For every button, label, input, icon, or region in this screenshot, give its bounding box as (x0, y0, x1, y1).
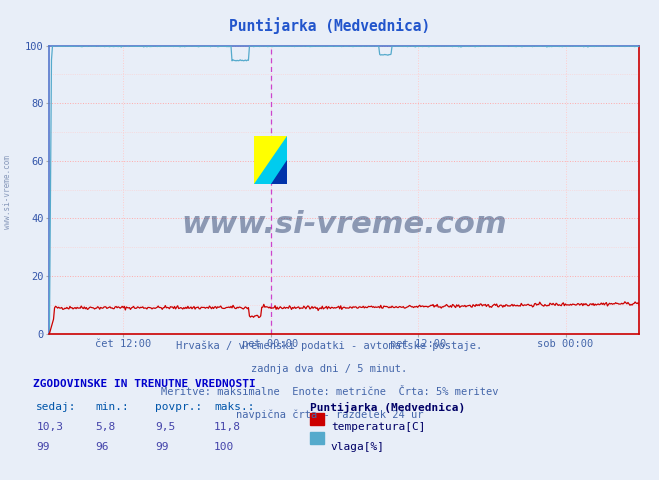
Polygon shape (271, 160, 287, 184)
Polygon shape (254, 136, 287, 184)
Text: Meritve: maksimalne  Enote: metrične  Črta: 5% meritev: Meritve: maksimalne Enote: metrične Črta… (161, 387, 498, 397)
Polygon shape (254, 136, 287, 184)
Text: 99: 99 (36, 442, 49, 452)
Text: zadnja dva dni / 5 minut.: zadnja dva dni / 5 minut. (251, 364, 408, 374)
Text: 99: 99 (155, 442, 168, 452)
Text: 9,5: 9,5 (155, 422, 175, 432)
Text: temperatura[C]: temperatura[C] (331, 422, 425, 432)
Text: min.:: min.: (96, 402, 129, 412)
Text: povpr.:: povpr.: (155, 402, 202, 412)
Text: navpična črta - razdelek 24 ur: navpična črta - razdelek 24 ur (236, 410, 423, 420)
Text: ZGODOVINSKE IN TRENUTNE VREDNOSTI: ZGODOVINSKE IN TRENUTNE VREDNOSTI (33, 379, 256, 389)
Text: Hrvaška / vremenski podatki - avtomatske postaje.: Hrvaška / vremenski podatki - avtomatske… (177, 341, 482, 351)
Text: 96: 96 (96, 442, 109, 452)
Text: 10,3: 10,3 (36, 422, 63, 432)
Text: vlaga[%]: vlaga[%] (331, 442, 385, 452)
Text: 11,8: 11,8 (214, 422, 241, 432)
Text: Puntijarka (Medvednica): Puntijarka (Medvednica) (229, 17, 430, 34)
Text: Puntijarka (Medvednica): Puntijarka (Medvednica) (310, 402, 465, 413)
Text: maks.:: maks.: (214, 402, 254, 412)
Text: 100: 100 (214, 442, 235, 452)
Text: 5,8: 5,8 (96, 422, 116, 432)
Text: www.si-vreme.com: www.si-vreme.com (181, 210, 507, 239)
Text: sedaj:: sedaj: (36, 402, 76, 412)
Text: www.si-vreme.com: www.si-vreme.com (3, 155, 13, 229)
